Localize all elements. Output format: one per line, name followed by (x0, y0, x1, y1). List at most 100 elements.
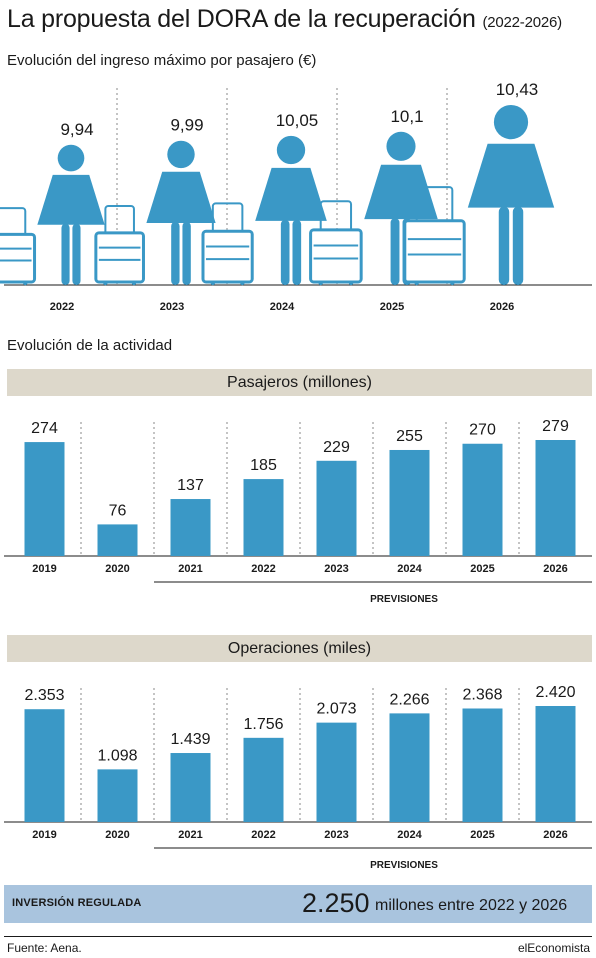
traveler-arm (86, 177, 97, 215)
suitcase-wheel (348, 280, 354, 286)
traveler-arm (264, 170, 275, 211)
pictogram-year-label: 2023 (160, 301, 184, 313)
chart-year-label: 2021 (178, 829, 202, 841)
chart-value-label: 274 (31, 420, 58, 437)
traveler-body (146, 171, 216, 223)
chart-year-label: 2020 (105, 829, 129, 841)
chart-value-label: 229 (323, 439, 350, 456)
traveler-leg (182, 221, 191, 285)
traveler-head (493, 105, 529, 140)
chart-bar (24, 709, 65, 822)
chart-bar (535, 706, 576, 822)
passengers-band: Pasajeros (millones) (7, 369, 592, 396)
suitcase-wheel (240, 280, 245, 286)
passengers-chart: 274 2019 76 2020 137 2021 185 2022 229 2023 255 202… (4, 418, 592, 605)
pictogram-year-label: 2022 (50, 301, 74, 313)
forecast-label: PREVISIONES (370, 860, 438, 871)
traveler-leg (72, 223, 81, 285)
chart-bar (462, 708, 503, 822)
chart-value-label: 2.353 (24, 687, 64, 704)
chart-title: La propuesta del DORA de la recuperación… (7, 5, 562, 34)
chart-bar (316, 722, 357, 822)
investment-description: millones entre 2022 y 2026 (375, 897, 568, 914)
traveler-head (57, 144, 85, 172)
chart-year-label: 2019 (32, 829, 56, 841)
traveler-arm (478, 146, 491, 195)
chart-year-label: 2025 (470, 563, 494, 575)
chart-value-label: 2.073 (316, 701, 356, 718)
suitcase-icon (403, 186, 466, 286)
title-years: (2022-2026) (482, 14, 562, 31)
pictogram-chart: 9,94 2022 9,99 2023 10,05 2024 10,1 2025 10,43 20… (0, 80, 592, 313)
traveler-arm (531, 146, 544, 195)
title-text: La propuesta del DORA de la recuperación (7, 5, 476, 33)
traveler-body (255, 167, 327, 221)
suitcase-icon (94, 204, 145, 286)
chart-year-label: 2023 (324, 563, 348, 575)
chart-value-label: 185 (250, 457, 277, 474)
operations-band: Operaciones (miles) (7, 635, 592, 662)
chart-bar (316, 460, 357, 556)
suitcase-wheel (23, 280, 28, 286)
traveler-leg (390, 218, 400, 285)
chart-year-label: 2021 (178, 563, 202, 575)
traveler-leg (498, 206, 510, 285)
chart-year-label: 2022 (251, 829, 275, 841)
operations-chart: 2.353 2019 1.098 2020 1.439 2021 1.756 2022 2.07… (4, 684, 592, 871)
investment-label: INVERSIÓN REGULADA (12, 897, 142, 909)
chart-bar (462, 443, 503, 556)
pictogram-value-label: 9,99 (170, 116, 203, 135)
suitcase-handle (211, 202, 244, 235)
chart-year-label: 2020 (105, 563, 129, 575)
forecast-label: PREVISIONES (370, 594, 438, 605)
traveler-body (467, 143, 555, 208)
pictogram-year-label: 2026 (490, 301, 514, 313)
traveler-arm (155, 174, 165, 213)
traveler-arm (307, 170, 318, 211)
pictogram-value-label: 9,94 (60, 120, 93, 139)
pictogram-value-label: 10,05 (276, 111, 319, 130)
chart-bar (535, 440, 576, 556)
traveler-leg (292, 219, 302, 285)
chart-value-label: 1.439 (170, 731, 210, 748)
chart-bar (170, 499, 211, 556)
investment-band: INVERSIÓN REGULADA 2.250 millones entre … (4, 885, 592, 923)
suitcase-wheel (318, 280, 323, 286)
chart-value-label: 2.266 (389, 691, 429, 708)
pictogram-value-label: 10,43 (496, 80, 539, 99)
traveler-icon (467, 105, 555, 285)
traveler-body (37, 174, 105, 225)
brand-logo: elEconomista (517, 941, 590, 955)
traveler-arm (373, 167, 384, 209)
chart-year-label: 2019 (32, 563, 56, 575)
chart-year-label: 2024 (397, 563, 422, 575)
suitcase-case (403, 219, 466, 284)
suitcase-wheel (131, 280, 137, 286)
investment-value: 2.250 (302, 888, 370, 918)
chart-value-label: 137 (177, 477, 204, 494)
pictogram-value-label: 10,1 (390, 107, 423, 126)
suitcase-case (309, 228, 363, 284)
suitcase-handle (0, 207, 27, 238)
traveler-arm (197, 174, 207, 213)
traveler-leg (280, 219, 290, 285)
suitcase-case (201, 229, 254, 284)
traveler-icon (146, 140, 216, 285)
suitcase-wheel (103, 280, 108, 286)
traveler-leg (61, 223, 70, 285)
traveler-head (276, 135, 306, 165)
suitcase-handle (104, 204, 135, 236)
pictogram-subtitle: Evolución del ingreso máximo por pasajer… (7, 52, 317, 69)
footer-rule (4, 936, 592, 937)
suitcase-wheel (210, 280, 216, 286)
chart-bar (170, 753, 211, 822)
chart-value-label: 2.368 (462, 686, 502, 703)
chart-year-label: 2025 (470, 829, 494, 841)
suitcase-icon (0, 207, 37, 286)
chart-value-label: 255 (396, 428, 423, 445)
chart-bar (389, 449, 430, 556)
suitcase-icon (201, 202, 254, 286)
chart-value-label: 270 (469, 422, 496, 439)
suitcase-case (0, 232, 37, 284)
suitcase-case (94, 231, 145, 284)
